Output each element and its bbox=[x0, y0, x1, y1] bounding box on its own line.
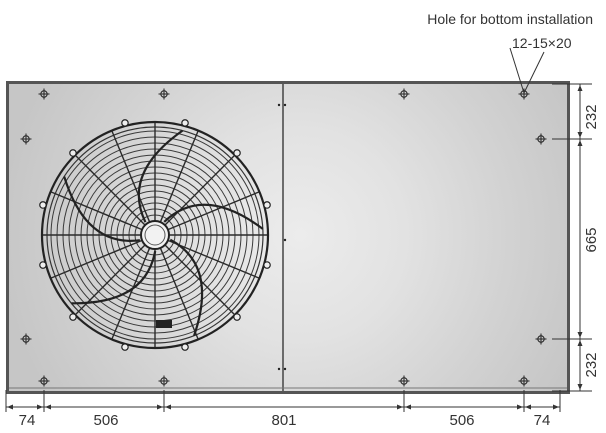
fan-strut bbox=[137, 129, 184, 223]
fan-lug bbox=[69, 313, 77, 321]
fan-spoke bbox=[75, 155, 146, 226]
dimension-arrow bbox=[157, 404, 163, 410]
mounting-hole bbox=[158, 88, 170, 100]
mounting-hole bbox=[398, 375, 410, 387]
dim-bottom-left-edge: 74 bbox=[19, 412, 36, 429]
fan-strut bbox=[71, 250, 157, 305]
dim-bottom-right-edge: 74 bbox=[534, 412, 551, 429]
fan-hub-inner bbox=[144, 224, 166, 246]
fan-lug bbox=[263, 261, 271, 269]
fan-spoke bbox=[111, 247, 151, 339]
dimension-arrow bbox=[577, 85, 583, 91]
dim-bottom-center-span: 801 bbox=[271, 412, 296, 429]
mounting-holes bbox=[20, 88, 547, 387]
fan-strut bbox=[169, 238, 204, 337]
fan-outer-ring bbox=[40, 120, 270, 350]
note-title: Hole for bottom installation bbox=[427, 11, 593, 27]
fan-guard bbox=[39, 119, 271, 351]
fan-lug bbox=[121, 119, 129, 127]
mounting-hole bbox=[20, 133, 32, 145]
fan-spoke bbox=[167, 191, 259, 231]
dimension-arrow bbox=[553, 404, 559, 410]
note-spec: 12-15×20 bbox=[512, 35, 572, 51]
mounting-hole bbox=[535, 133, 547, 145]
fan-spoke bbox=[51, 239, 143, 279]
fan-lug bbox=[181, 119, 189, 127]
dimension-arrow bbox=[577, 332, 583, 338]
fan-lug bbox=[121, 343, 129, 351]
dim-bottom-right-span: 506 bbox=[449, 412, 474, 429]
fan-lug bbox=[233, 313, 241, 321]
fan-lug bbox=[263, 201, 271, 209]
fan-spoke bbox=[51, 191, 143, 231]
mounting-hole bbox=[518, 88, 530, 100]
dim-right-middle: 665 bbox=[583, 227, 600, 252]
fan-lug bbox=[181, 343, 189, 351]
fan-lug bbox=[39, 201, 47, 209]
mounting-hole bbox=[38, 375, 50, 387]
dimension-arrow bbox=[517, 404, 523, 410]
dim-right-top: 232 bbox=[583, 104, 600, 129]
mounting-hole bbox=[535, 333, 547, 345]
dimension-arrow bbox=[405, 404, 411, 410]
dimension-arrow bbox=[577, 384, 583, 390]
fan-strut bbox=[163, 203, 264, 230]
dimension-arrow bbox=[525, 404, 531, 410]
dimension-arrow bbox=[7, 404, 13, 410]
fan-motor-label bbox=[156, 320, 172, 328]
fan-spoke bbox=[164, 244, 235, 315]
dimension-arrow bbox=[577, 132, 583, 138]
fan-spoke bbox=[111, 131, 151, 223]
dim-bottom-left-span: 506 bbox=[93, 412, 118, 429]
mounting-hole bbox=[20, 333, 32, 345]
divider-rivets bbox=[277, 103, 287, 371]
dimension-arrow bbox=[165, 404, 171, 410]
mounting-hole bbox=[398, 88, 410, 100]
mounting-hole bbox=[38, 88, 50, 100]
dimension-arrow bbox=[577, 140, 583, 146]
note-leader bbox=[509, 47, 545, 94]
fan-spoke bbox=[159, 131, 199, 223]
dimension-arrow bbox=[397, 404, 403, 410]
fan-spoke bbox=[167, 239, 259, 279]
dimension-arrow bbox=[37, 404, 43, 410]
dimension-lines bbox=[5, 83, 592, 412]
dim-right-bottom: 232 bbox=[583, 352, 600, 377]
dimension-arrow bbox=[45, 404, 51, 410]
fan-lug bbox=[69, 149, 77, 157]
mounting-hole bbox=[518, 375, 530, 387]
fan-lug bbox=[39, 261, 47, 269]
fan-spoke bbox=[159, 247, 199, 339]
mounting-hole bbox=[158, 375, 170, 387]
fan-lug bbox=[233, 149, 241, 157]
dimension-arrow bbox=[577, 340, 583, 346]
fan-strut bbox=[63, 176, 141, 242]
